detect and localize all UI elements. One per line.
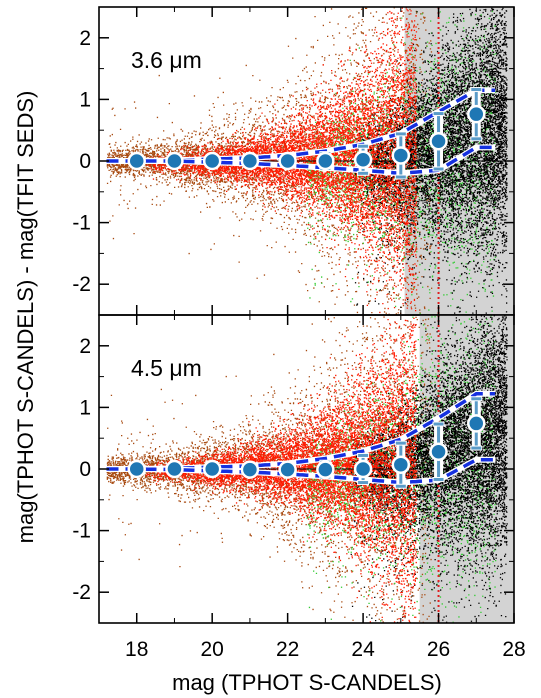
y-tick-label: -1 xyxy=(72,212,91,235)
plot-area xyxy=(99,7,514,315)
binned-median-marker xyxy=(278,151,297,171)
binned-median-marker xyxy=(202,151,222,171)
binned-median-marker xyxy=(165,151,184,171)
y-tick-label: 0 xyxy=(79,458,91,481)
plot-area xyxy=(99,315,514,623)
y-tick-label: 2 xyxy=(79,335,91,358)
binned-median-marker xyxy=(353,150,373,170)
y-axis-title: mag(TPHOT S-CANDELS) - mag(TFIT SEDS) xyxy=(13,91,38,544)
y-tick-label: 1 xyxy=(79,396,91,419)
panel-4-5-micron: -2 -1 0 1 2 4.5 μm xyxy=(72,314,515,624)
binned-median-marker xyxy=(429,442,448,462)
binned-median-marker xyxy=(240,151,260,171)
x-tick-label: 28 xyxy=(502,638,525,661)
binned-median-marker xyxy=(391,455,411,474)
x-tick-label: 24 xyxy=(351,638,375,661)
x-tick-label: 26 xyxy=(427,638,450,661)
y-tick-label: 0 xyxy=(79,150,91,173)
binned-median-marker xyxy=(278,460,297,479)
binned-median-marker xyxy=(165,459,184,479)
x-tick-label: 18 xyxy=(125,638,148,661)
x-tick-label: 22 xyxy=(276,638,299,661)
y-tick-label: 2 xyxy=(79,27,91,50)
binned-median-marker xyxy=(429,132,448,151)
binned-median-marker xyxy=(127,459,146,479)
panel-label: 4.5 μm xyxy=(131,355,202,381)
binned-median-marker xyxy=(316,151,335,171)
y-tick-label: 1 xyxy=(79,88,91,111)
binned-median-marker xyxy=(467,104,486,124)
panel-label: 3.6 μm xyxy=(131,47,202,73)
y-tick-label: -2 xyxy=(72,581,91,604)
binned-median-marker xyxy=(467,414,486,433)
scatter-green-points xyxy=(306,10,497,315)
x-tick-label: 20 xyxy=(201,638,224,661)
binned-median-marker xyxy=(353,459,373,479)
panel-3-6-micron: -2 -1 0 1 2 3.6 μm xyxy=(72,6,515,316)
x-axis: 18 20 22 24 26 28 xyxy=(125,638,526,661)
binned-median-marker xyxy=(316,460,335,479)
y-tick-label: -2 xyxy=(72,273,91,296)
x-axis-title: mag (TPHOT S-CANDELS) xyxy=(172,670,442,695)
binned-median-marker xyxy=(240,460,260,479)
binned-median-marker xyxy=(202,459,222,479)
y-tick-label: -1 xyxy=(72,520,91,543)
binned-median-marker xyxy=(127,151,146,171)
binned-median-marker xyxy=(391,146,411,165)
